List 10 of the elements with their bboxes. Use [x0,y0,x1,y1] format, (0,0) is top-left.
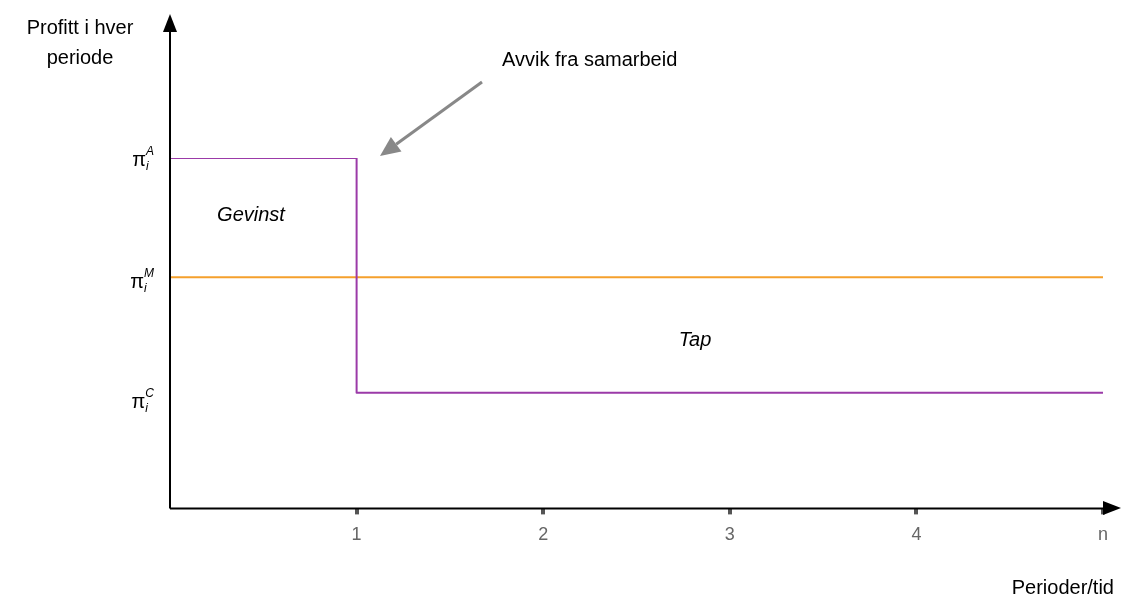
x-tick-label: 3 [724,524,735,545]
annotation: Gevinst [217,202,287,225]
x-axis-title: Perioder/tid [1011,575,1114,598]
x-tick-label: n [1097,524,1108,545]
x-tick-label: 2 [538,524,549,545]
x-tick-label: 1 [351,524,362,545]
annotation: Tap [678,327,712,350]
text: Avvik fra samarbeid [502,47,678,70]
y-axis-title: Profitt i hver periode [26,15,134,68]
x-tick-label: 4 [911,524,922,545]
